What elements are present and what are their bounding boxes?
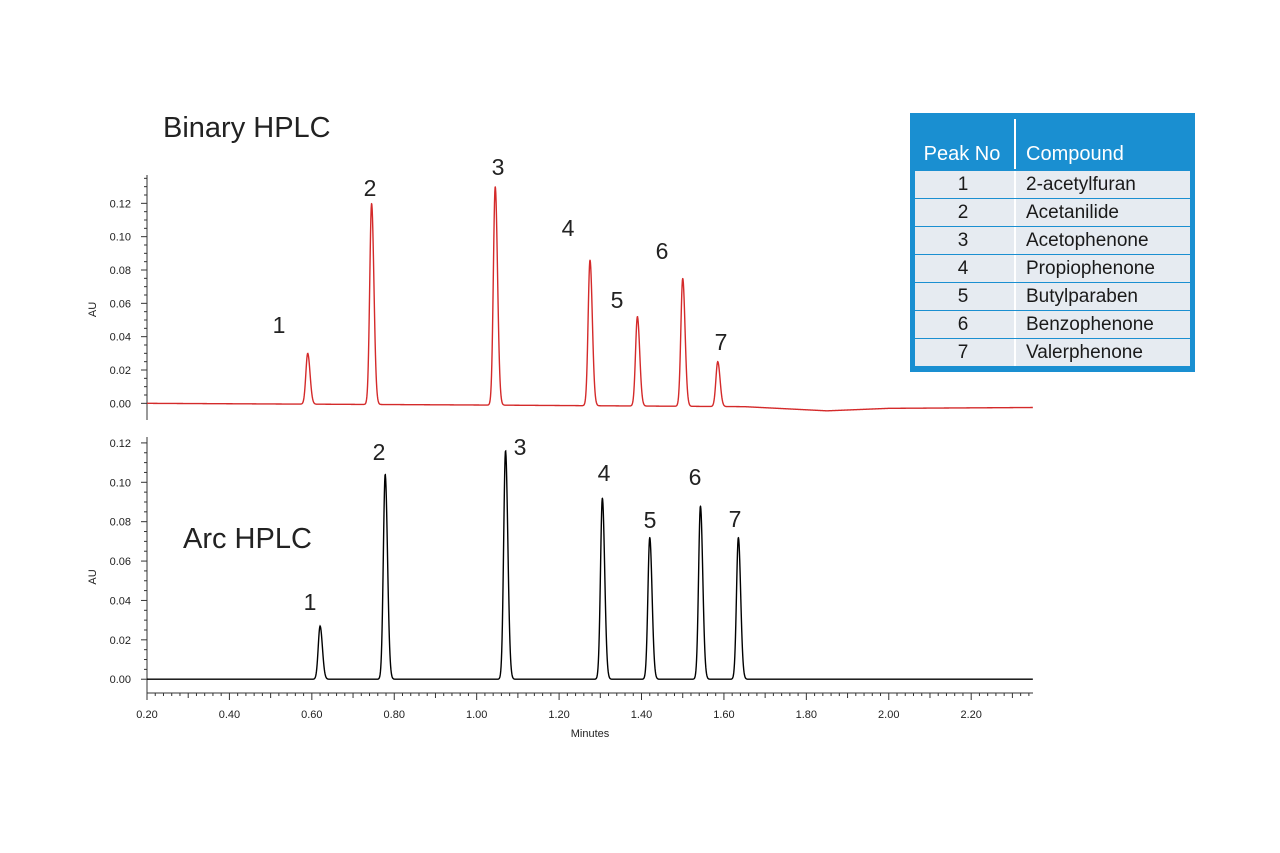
peak-number-cell: 1 [957,174,969,195]
peak-apex-point [737,536,739,538]
peak-apex-point [636,316,638,318]
peak-apex-point [717,361,719,363]
arc-hplc-panel: 0.00 0.02 0.04 0.06 0.08 0.10 0.12 AU Arc HPLC 1 2… [87,434,1033,740]
row-divider [1014,255,1016,282]
table-row: 1 2-acetylfuran [915,171,1190,198]
row-divider [1014,339,1016,366]
peak-label: 6 [689,464,702,490]
row-divider [1014,171,1016,198]
table-row: 7 Valerphenone [915,339,1190,366]
peak-label: 3 [492,154,505,180]
peak-apex-point [589,259,591,261]
y-tick-label: 0.04 [110,595,131,607]
y-tick-label: 0.12 [110,198,131,210]
peak-label: 2 [364,175,377,201]
table-row: 2 Acetanilide [915,199,1190,226]
x-tick-label: 1.40 [631,709,652,721]
table-row: 5 Butylparaben [915,283,1190,310]
peak-label: 5 [644,507,657,533]
y-tick-label: 0.04 [110,332,131,344]
peak-apex-point [494,186,496,188]
peak-label: 6 [656,238,669,264]
peak-label: 1 [273,312,286,338]
y-tick-label: 0.02 [110,365,131,377]
peak-apex-point [384,473,386,475]
peak-number-cell: 4 [957,258,969,279]
x-tick-label: 0.80 [384,709,405,721]
x-tick-label: 1.20 [548,709,569,721]
peak-apex-point [307,352,309,354]
table-header: Peak No Compound [910,113,1195,171]
x-tick-label: 1.60 [713,709,734,721]
x-tick-label: 2.20 [960,709,981,721]
x-tick-label: 0.40 [219,709,240,721]
binary-hplc-panel: 0.00 0.02 0.04 0.06 0.08 0.10 0.12 AU Binary HPL… [87,112,1033,420]
y-tick-label: 0.08 [110,265,131,277]
table-body: 1 2-acetylfuran 2 Acetanilide 3 Acetophenone 4… [915,171,1190,367]
peak-number-cell: 3 [957,230,969,251]
x-tick-label: 1.00 [466,709,487,721]
peak-compound-table: Peak No Compound 1 2-acetylfuran 2 Acetanil… [910,113,1195,372]
y-axis-title: AU [87,569,99,584]
compound-cell: 2-acetylfuran [1026,174,1136,195]
y-tick-label: 0.10 [110,477,131,489]
peak-number-cell: 5 [957,286,969,307]
peak-label: 5 [611,287,624,313]
y-tick-label: 0.06 [110,556,131,568]
peak-label: 7 [715,329,728,355]
peak-label: 3 [514,434,527,460]
y-tick-label: 0.00 [110,674,131,686]
compound-cell: Valerphenone [1026,342,1143,363]
table-row: 6 Benzophenone [915,311,1190,338]
peak-label: 2 [373,439,386,465]
y-tick-label: 0.08 [110,517,131,529]
panel-title: Arc HPLC [183,523,312,555]
header-compound: Compound [1026,143,1124,165]
peak-apex-point [319,625,321,627]
chromatogram-trace [147,186,1033,412]
peak-number-cell: 2 [957,202,969,223]
peak-number-cell: 7 [957,342,969,363]
compound-cell: Acetophenone [1026,230,1149,251]
peak-label: 1 [304,589,317,615]
peak-apex-point [649,536,651,538]
table-row: 3 Acetophenone [915,227,1190,254]
peak-label: 4 [598,460,611,486]
y-tick-label: 0.06 [110,298,131,310]
chromatogram-trace [147,449,1033,680]
row-divider [1014,199,1016,226]
y-tick-label: 0.10 [110,232,131,244]
y-axis-title: AU [87,302,99,317]
x-axis-title: Minutes [571,728,610,740]
peak-number-cell: 6 [957,314,969,335]
header-peak-no: Peak No [923,143,1001,165]
panel-title: Binary HPLC [163,112,331,144]
peak-apex-point [682,277,684,279]
peak-apex-point [371,202,373,204]
y-tick-label: 0.00 [110,398,131,410]
compound-cell: Acetanilide [1026,202,1119,223]
compound-cell: Benzophenone [1026,314,1154,335]
peak-label: 7 [729,506,742,532]
x-tick-label: 0.60 [301,709,322,721]
row-divider [1014,311,1016,338]
row-divider [1014,227,1016,254]
row-divider [1014,283,1016,310]
peak-apex-point [505,450,507,452]
x-tick-label: 2.00 [878,709,899,721]
peak-label: 4 [562,215,575,241]
peak-apex-point [601,497,603,499]
header-divider [1014,119,1016,169]
table-row: 4 Propiophenone [915,255,1190,282]
x-tick-label: 0.20 [136,709,157,721]
x-tick-label: 1.80 [796,709,817,721]
y-tick-label: 0.02 [110,635,131,647]
peak-apex-point [699,505,701,507]
y-tick-label: 0.12 [110,438,131,450]
compound-cell: Propiophenone [1026,258,1155,279]
compound-cell: Butylparaben [1026,286,1138,307]
